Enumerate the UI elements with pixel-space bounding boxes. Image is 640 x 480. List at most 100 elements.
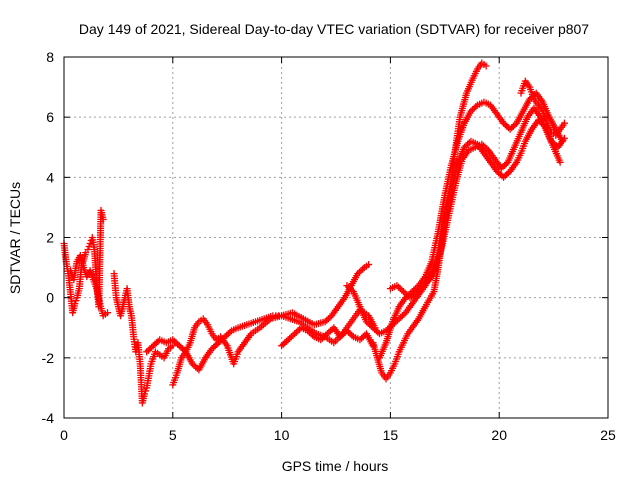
data-point-marker — [294, 327, 302, 335]
x-tick-label: 15 — [383, 427, 399, 443]
data-point-marker — [282, 337, 290, 345]
x-tick-label: 0 — [60, 427, 68, 443]
data-point-marker — [398, 312, 406, 320]
data-point-marker — [338, 331, 346, 339]
data-point-marker — [216, 337, 224, 345]
x-axis-ticks: 0 5 10 15 20 25 — [60, 57, 616, 443]
data-point-marker — [367, 322, 375, 330]
data-point-marker — [172, 339, 180, 347]
data-point-marker — [509, 122, 517, 130]
data-point-marker — [304, 327, 312, 335]
data-point-marker — [408, 292, 416, 300]
data-point-marker — [99, 215, 107, 223]
data-point-marker — [464, 140, 472, 148]
data-point-marker — [395, 283, 403, 291]
data-point-marker — [372, 327, 380, 335]
data-point-marker — [358, 334, 366, 342]
data-point-marker — [144, 346, 152, 354]
data-point-marker — [560, 119, 568, 127]
data-point-marker — [281, 339, 289, 347]
data-point-marker — [287, 333, 295, 341]
data-point-marker — [399, 288, 407, 296]
data-point-marker — [71, 300, 79, 308]
data-point-marker — [192, 363, 200, 371]
data-point-marker — [501, 161, 509, 169]
data-point-marker — [478, 140, 486, 148]
y-axis-label: SDTVAR / TECUs — [7, 182, 23, 294]
data-point-marker — [413, 288, 421, 296]
data-point-marker — [142, 387, 150, 395]
y-tick-label: 6 — [46, 109, 54, 125]
data-point-marker — [501, 121, 509, 129]
data-point-marker — [421, 280, 429, 288]
data-point-marker — [406, 294, 414, 302]
data-point-marker — [422, 279, 430, 287]
data-point-marker — [369, 342, 377, 350]
data-point-marker — [104, 309, 112, 317]
data-point-marker — [354, 270, 362, 278]
data-point-marker — [395, 315, 403, 323]
data-point-marker — [72, 297, 80, 305]
data-point-marker — [291, 330, 299, 338]
data-point-marker — [411, 289, 419, 297]
y-axis-ticks: -4 -2 0 2 4 6 8 — [42, 49, 608, 426]
data-point-marker — [506, 125, 514, 133]
data-point-marker — [403, 291, 411, 299]
data-point-marker — [213, 340, 221, 348]
data-point-marker — [317, 336, 325, 344]
data-point-marker — [508, 124, 516, 132]
data-point-marker — [497, 164, 505, 172]
y-tick-label: 8 — [46, 49, 54, 65]
data-point-marker — [86, 240, 94, 248]
data-point-marker — [286, 334, 294, 342]
data-point-marker — [177, 343, 185, 351]
data-point-marker — [278, 342, 286, 350]
data-point-marker — [169, 342, 177, 350]
data-point-marker — [470, 104, 478, 112]
data-point-marker — [336, 333, 344, 341]
data-point-marker — [469, 106, 477, 114]
y-tick-label: 0 — [46, 290, 54, 306]
data-point-marker — [343, 327, 351, 335]
data-point-marker — [322, 331, 330, 339]
data-point-marker — [460, 143, 468, 151]
data-point-marker — [416, 285, 424, 293]
data-point-marker — [340, 330, 348, 338]
data-point-marker — [393, 282, 401, 290]
data-point-marker — [175, 342, 183, 350]
data-point-marker — [362, 318, 370, 326]
data-point-marker — [417, 283, 425, 291]
data-point-marker — [365, 261, 373, 269]
data-point-marker — [495, 169, 503, 177]
x-axis-label: GPS time / hours — [282, 458, 389, 474]
data-point-marker — [348, 331, 356, 339]
data-point-marker — [396, 285, 404, 293]
data-point-marker — [307, 330, 315, 338]
data-point-marker — [348, 286, 356, 294]
data-point-marker — [401, 289, 409, 297]
data-point-marker — [556, 158, 564, 166]
data-point-marker — [502, 160, 510, 168]
data-point-marker — [397, 313, 405, 321]
data-point-marker — [500, 173, 508, 181]
data-point-marker — [84, 246, 92, 254]
data-point-marker — [500, 119, 508, 127]
data-point-marker — [148, 343, 156, 351]
data-point-marker — [223, 331, 231, 339]
data-point-marker — [357, 267, 365, 275]
data-point-marker — [323, 330, 331, 338]
y-tick-label: -2 — [42, 350, 55, 366]
data-point-marker — [226, 328, 234, 336]
data-point-marker — [398, 286, 406, 294]
data-point-marker — [479, 142, 487, 150]
data-point-marker — [467, 107, 475, 115]
data-point-marker — [218, 336, 226, 344]
chart-title: Day 149 of 2021, Sidereal Day-to-day VTE… — [79, 21, 589, 37]
data-point-marker — [146, 345, 154, 353]
data-point-marker — [496, 170, 504, 178]
y-tick-label: 2 — [46, 230, 54, 246]
data-point-marker — [305, 328, 313, 336]
data-point-marker — [499, 163, 507, 171]
data-point-marker — [345, 283, 353, 291]
